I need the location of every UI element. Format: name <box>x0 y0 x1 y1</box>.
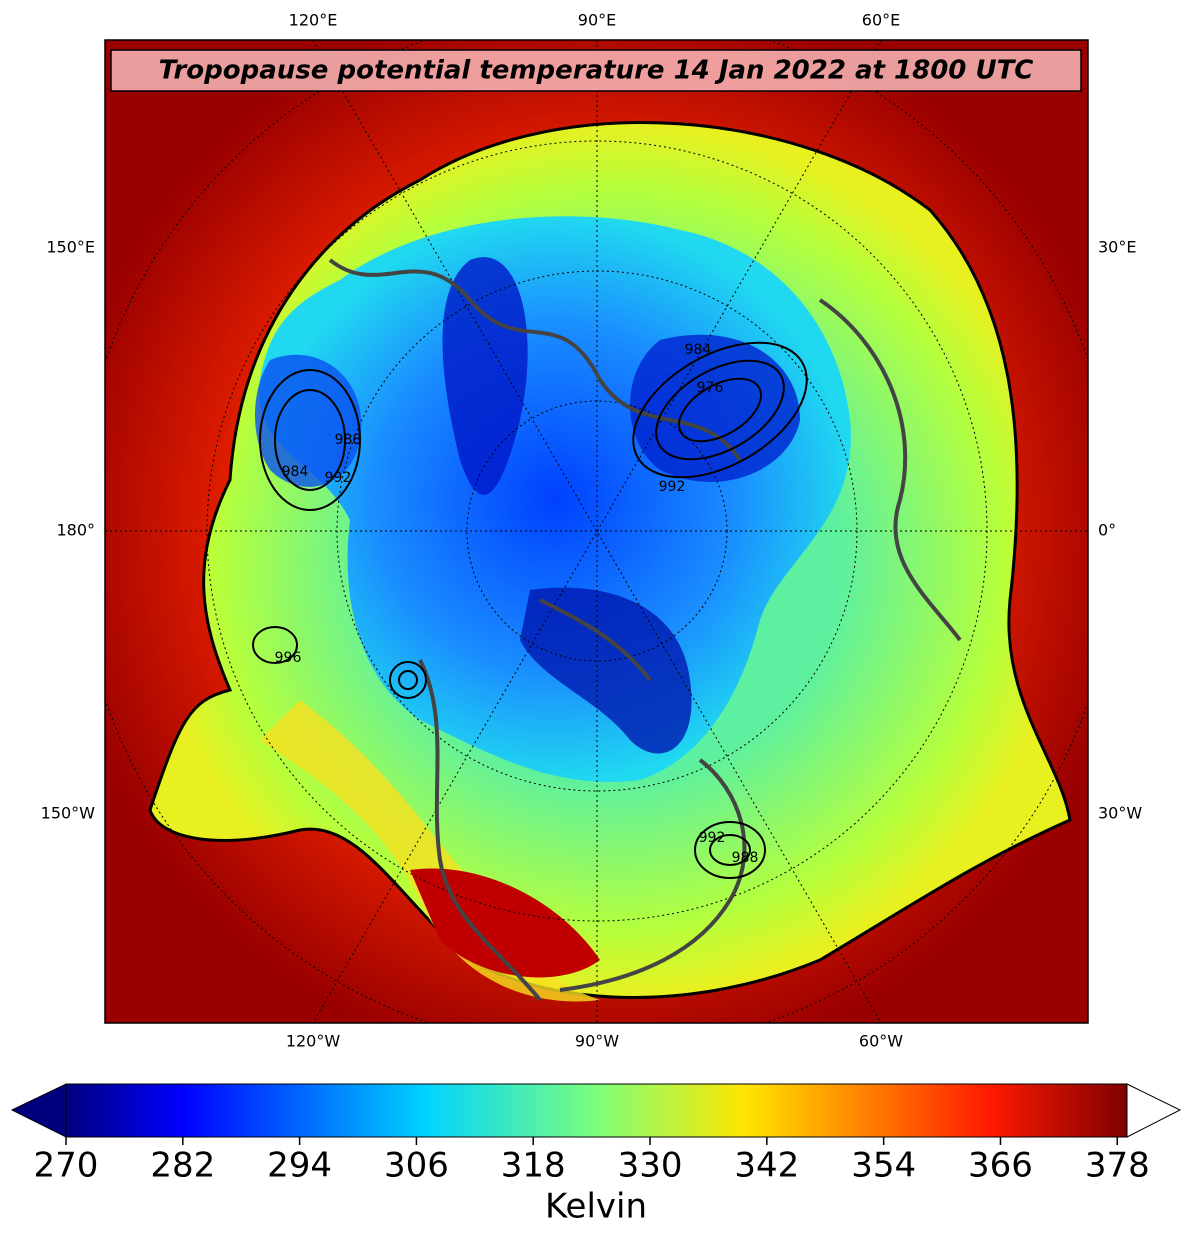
lon-label: 150°E <box>46 238 95 257</box>
title-box <box>110 49 1082 92</box>
colorbar-tick-label: 306 <box>384 1146 449 1186</box>
cold-core <box>255 354 362 487</box>
lon-label: 90°E <box>578 11 616 30</box>
colorbar-ticks: 270 282 294 306 318 330 342 354 366 378 <box>34 1137 1150 1186</box>
colorbar-tick-label: 282 <box>150 1146 215 1186</box>
lon-label: 60°E <box>862 11 900 30</box>
coastlines <box>328 258 962 1002</box>
colorbar-tick-label: 354 <box>851 1146 916 1186</box>
colorbar-tick-label: 366 <box>968 1146 1033 1186</box>
colorbar-tick-label: 318 <box>501 1146 566 1186</box>
map: 988 984 992 996 984 976 992 992 988 <box>105 40 1088 1023</box>
contour-label: 984 <box>282 464 309 480</box>
colorbar-tick-label: 294 <box>267 1146 332 1186</box>
lon-label: 60°W <box>859 1032 903 1051</box>
colorbar-extend-low <box>10 1083 67 1138</box>
contour-label: 996 <box>275 650 302 666</box>
lon-label: 90°W <box>575 1032 619 1051</box>
contour-label: 992 <box>699 830 726 846</box>
colorbar-tick-label: 330 <box>618 1146 683 1186</box>
lon-label: 180° <box>56 521 95 540</box>
contour-label: 988 <box>732 850 759 866</box>
cold-core <box>630 334 800 482</box>
colorbar-tick-label: 342 <box>734 1146 799 1186</box>
colorbar-label: Kelvin <box>545 1187 647 1227</box>
colorbar-extend-high <box>1126 1083 1182 1138</box>
pressure-contours <box>252 341 808 879</box>
graticule <box>105 40 1088 1023</box>
lon-label: 30°E <box>1098 238 1136 257</box>
colorbar-tick-label: 270 <box>34 1146 99 1186</box>
lon-label: 30°W <box>1098 804 1142 823</box>
lon-label: 120°W <box>286 1032 341 1051</box>
colorbar <box>65 1083 1128 1138</box>
lon-label: 0° <box>1098 521 1116 540</box>
contour-label: 988 <box>335 432 362 448</box>
warm-pocket <box>410 868 600 978</box>
warm-tongue <box>260 700 600 1002</box>
colorbar-tick-label: 378 <box>1085 1146 1150 1186</box>
cold-core <box>442 257 528 495</box>
cold-core <box>520 587 692 754</box>
contour-label: 992 <box>659 479 686 495</box>
coordinate-labels: 120°E 90°E 60°E 120°W 90°W 60°W 150°E 180° 150°W… <box>41 11 1143 1051</box>
lon-label: 120°E <box>289 11 338 30</box>
contour-label: 984 <box>685 342 712 358</box>
lon-label: 150°W <box>41 804 96 823</box>
contour-label: 992 <box>325 470 352 486</box>
contour-label: 976 <box>697 380 724 396</box>
map-frame <box>104 39 1089 1024</box>
title: Tropopause potential temperature 14 Jan … <box>159 56 1034 86</box>
